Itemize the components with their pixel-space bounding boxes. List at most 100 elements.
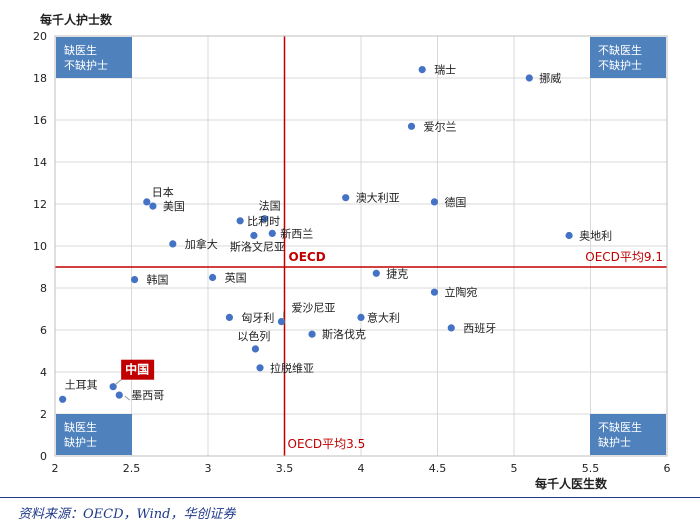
data-point-group: 拉脱维亚 — [256, 361, 314, 375]
data-point-group: 韩国 — [130, 273, 169, 287]
quadrant-label-line: 缺护士 — [598, 435, 631, 449]
data-point-group: 瑞士 — [418, 63, 456, 77]
data-point-group: 爱尔兰 — [407, 120, 456, 133]
x-tick-label: 2 — [52, 462, 59, 475]
point-label: 法国 — [259, 199, 281, 213]
x-tick-label: 5 — [511, 462, 518, 475]
data-point — [407, 122, 416, 130]
data-point — [342, 194, 350, 202]
data-point — [277, 318, 286, 326]
data-point-group: 加拿大 — [169, 237, 218, 251]
point-label: 爱尔兰 — [423, 120, 456, 133]
y-tick-label: 18 — [33, 72, 47, 85]
point-label: 奥地利 — [579, 229, 612, 243]
data-point — [109, 383, 117, 391]
point-label: 墨西哥 — [131, 389, 164, 402]
data-point — [447, 324, 455, 332]
point-label: 斯洛文尼亚 — [230, 240, 285, 254]
source-divider — [0, 497, 700, 498]
data-point-group: 澳大利亚 — [342, 191, 400, 205]
quadrant-box-bg — [590, 414, 666, 455]
data-point — [261, 215, 269, 223]
quadrant-box-bg — [56, 414, 132, 455]
point-label-china: 中国 — [125, 362, 149, 377]
quadrant-label-line: 不缺护士 — [64, 58, 108, 72]
data-point-group: 奥地利 — [565, 229, 612, 243]
y-tick-label: 14 — [33, 156, 47, 169]
data-point — [250, 231, 258, 240]
point-label: 瑞士 — [434, 63, 456, 77]
data-point — [256, 364, 264, 372]
data-point-group: 匈牙利 — [225, 310, 274, 324]
data-point-group: 捷克 — [372, 266, 408, 280]
source-note: 资料来源：OECD，Wind，华创证券 — [18, 507, 236, 522]
x-tick-label: 2.5 — [123, 462, 141, 475]
x-tick-label: 3.5 — [276, 462, 294, 475]
highlight-connector — [114, 379, 122, 386]
data-point — [268, 229, 276, 237]
point-label: 韩国 — [147, 273, 169, 287]
data-point — [236, 217, 244, 225]
data-point-group: 爱沙尼亚 — [277, 302, 335, 326]
data-point — [418, 66, 426, 74]
y-tick-label: 6 — [40, 324, 47, 337]
data-point-group: 斯洛文尼亚 — [230, 231, 285, 254]
point-label: 英国 — [225, 271, 247, 285]
data-point — [372, 269, 380, 277]
y-tick-label: 4 — [40, 366, 47, 379]
data-point — [225, 313, 234, 321]
data-point — [115, 391, 123, 399]
data-point-group: 墨西哥 — [115, 389, 164, 402]
highlight-box — [121, 359, 155, 380]
point-label: 澳大利亚 — [356, 191, 400, 205]
data-point — [169, 240, 177, 248]
quadrant-label-line: 不缺医生 — [598, 43, 642, 57]
leader-tick — [124, 395, 131, 401]
y-tick-label: 12 — [33, 198, 47, 211]
y-tick-label: 8 — [40, 282, 47, 295]
x-tick-label: 5.5 — [582, 462, 600, 475]
data-point-group: 日本 — [143, 185, 174, 206]
point-label: 德国 — [444, 195, 466, 209]
y-tick-label: 20 — [33, 30, 47, 43]
x-tick-label: 3 — [205, 462, 212, 475]
data-point-group: 德国 — [430, 195, 466, 209]
x-axis-label: 每千人医生数 — [535, 476, 608, 491]
quadrant-label-line: 缺护士 — [64, 435, 97, 449]
data-point-group: 美国 — [149, 200, 185, 213]
data-point — [430, 288, 439, 296]
x-tick-label: 4 — [358, 462, 365, 475]
point-label: 日本 — [152, 185, 174, 199]
plot-frame — [54, 35, 668, 457]
point-label: 比利时 — [247, 215, 280, 228]
data-point — [308, 330, 316, 338]
point-label: 西班牙 — [463, 322, 496, 335]
point-label: 匈牙利 — [241, 310, 274, 324]
point-label: 捷克 — [386, 266, 408, 280]
data-point-group: 法国 — [259, 199, 281, 223]
data-point-group: 英国 — [208, 271, 247, 285]
data-point — [130, 276, 139, 284]
data-point — [525, 74, 533, 82]
data-point — [59, 395, 67, 403]
data-point-group: 以色列 — [237, 329, 270, 353]
oecd-nurses-avg-label: OECD平均9.1 — [585, 250, 663, 264]
quadrant-box-bg — [590, 37, 666, 78]
data-point — [357, 313, 365, 321]
quadrant-label-line: 不缺护士 — [598, 58, 642, 72]
reference-lines: OECD平均3.5 OECD平均9.1 OECD — [55, 36, 667, 456]
data-point-group: 新西兰 — [268, 226, 313, 240]
y-tick-label: 0 — [40, 450, 47, 463]
data-point-group: 比利时 — [236, 215, 280, 228]
x-tick-label: 6 — [664, 462, 671, 475]
x-tick-label: 4.5 — [429, 462, 447, 475]
data-point — [208, 273, 217, 282]
data-point — [565, 231, 573, 240]
data-point-group: 意大利 — [357, 310, 400, 324]
point-label: 爱沙尼亚 — [291, 302, 335, 315]
